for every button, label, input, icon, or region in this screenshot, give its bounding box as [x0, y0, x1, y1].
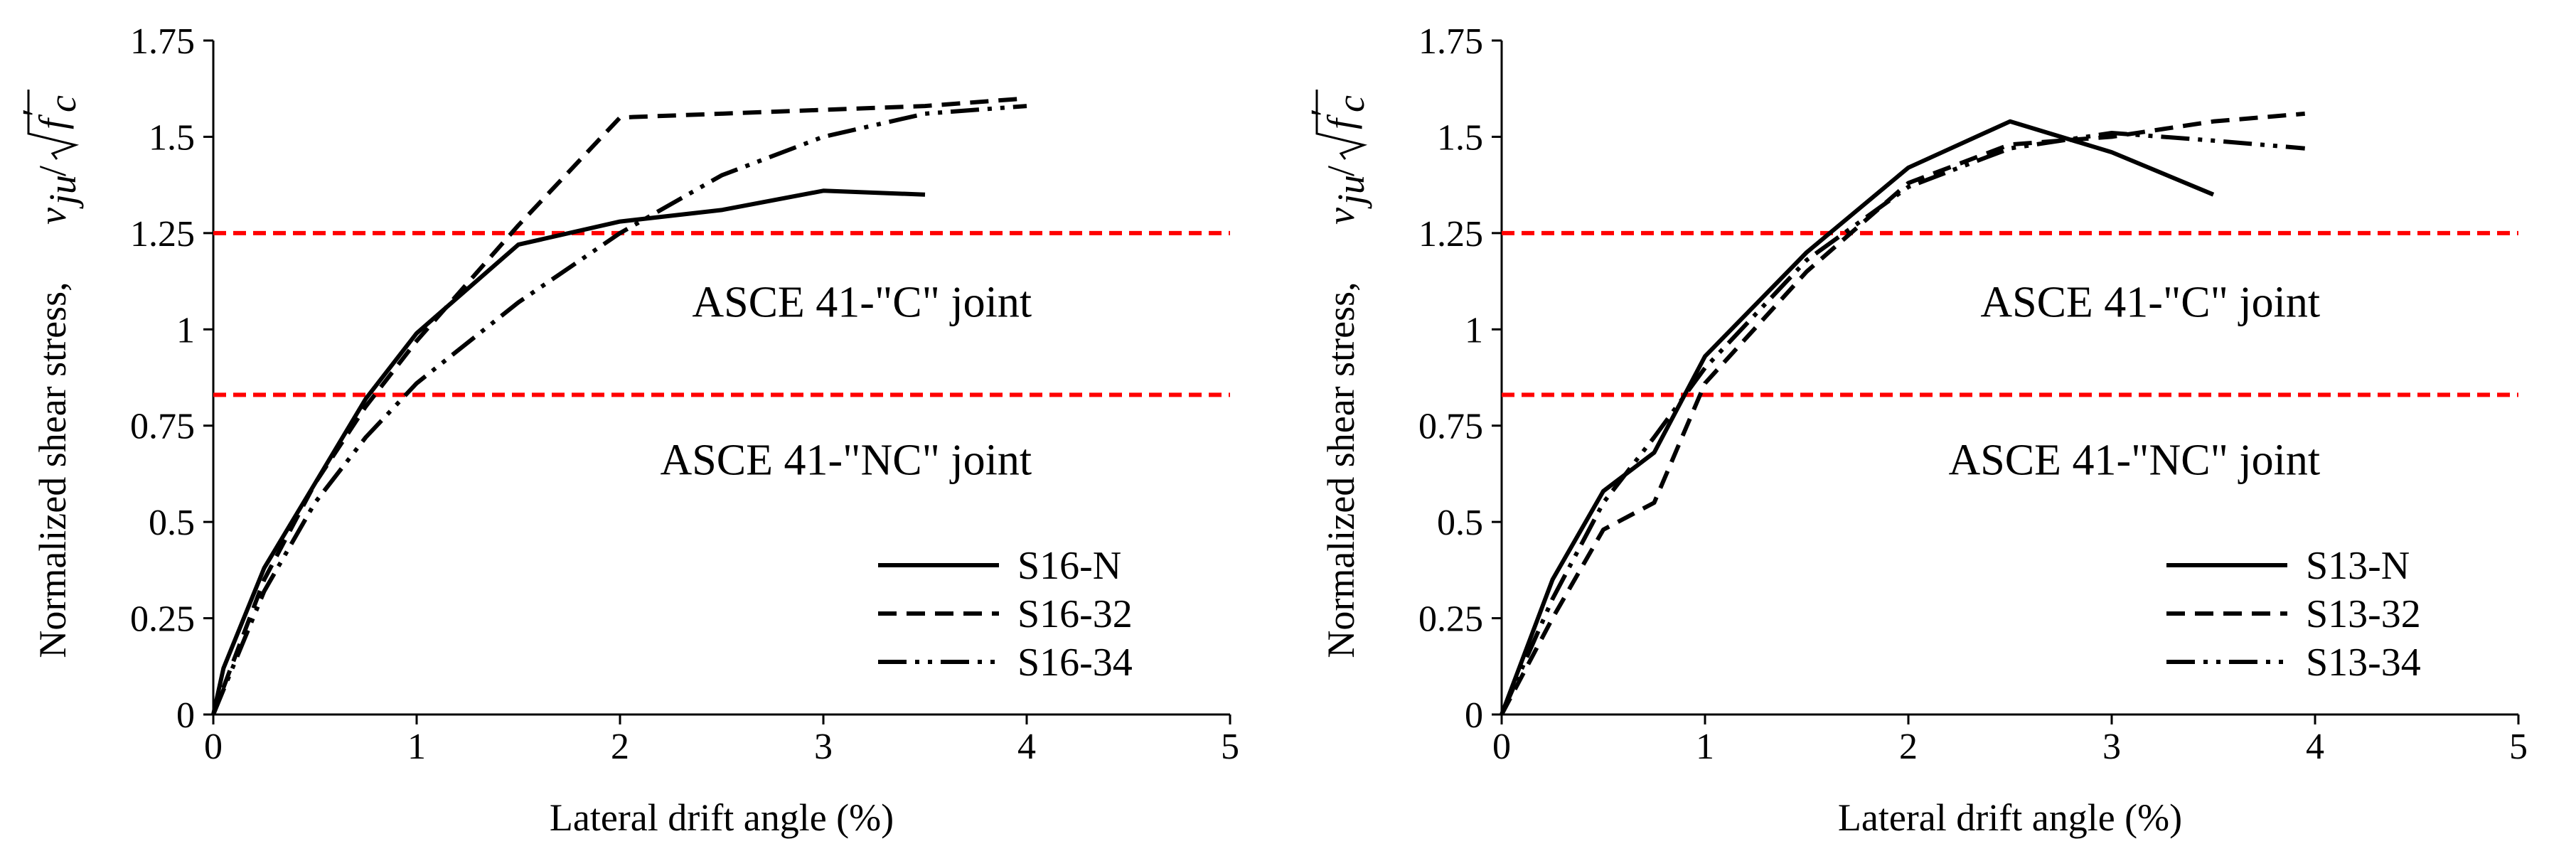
y-axis-math: vju/f′c — [14, 90, 84, 225]
chart-right: 0 0.25 0.5 0.75 1 1.25 1.5 1.75 0 1 2 3 4 5 Lateral dr… — [1288, 0, 2576, 851]
legend-label: S13-32 — [2306, 592, 2421, 636]
legend-label: S13-34 — [2306, 641, 2421, 685]
chart-right-svg: 0 0.25 0.5 0.75 1 1.25 1.5 1.75 0 1 2 3 4 5 Lateral dr… — [1303, 21, 2528, 839]
y-axis-math-prime: ′ — [1303, 108, 1345, 117]
series-line-s13-n — [1500, 119, 2215, 716]
x-tick-label: 2 — [611, 727, 629, 767]
y-axis-math-sub: ju — [41, 175, 84, 209]
annotation-label: ASCE 41-"NC" joint — [661, 436, 1032, 484]
x-tick-label: 0 — [204, 727, 223, 767]
x-tick-label: 0 — [1492, 727, 1511, 767]
y-axis-math-c: c — [1330, 95, 1372, 112]
annotation-label: ASCE 41-"C" joint — [692, 278, 1032, 326]
x-tick-label: 3 — [814, 727, 833, 767]
x-tick-label: 1 — [407, 727, 426, 767]
y-tick-label: 0 — [1465, 695, 1483, 736]
series-line-s16-34 — [211, 104, 1027, 716]
series-line-s13-32 — [1500, 111, 2305, 716]
x-axis-title: Lateral drift angle (%) — [550, 796, 894, 839]
y-tick-label: 0.5 — [1437, 503, 1483, 543]
x-tick-label: 4 — [1017, 727, 1036, 767]
legend-label: S16-N — [1017, 544, 1121, 588]
y-tick-label: 1.25 — [130, 214, 195, 255]
y-axis-math-sqrt — [27, 90, 80, 160]
y-tick-label: 0 — [176, 695, 195, 736]
series-line-s16-n — [211, 188, 926, 715]
y-axis-math-sub: ju — [1330, 175, 1372, 209]
legend-label: S16-34 — [1017, 641, 1133, 685]
x-tick-label: 1 — [1696, 727, 1714, 767]
y-axis-title: Normalized shear stress, vju/f′c — [1303, 90, 1372, 658]
series-line-s16-32 — [211, 96, 1027, 716]
annotation-label: ASCE 41-"C" joint — [1980, 278, 2320, 326]
y-axis-math: vju/f′c — [1303, 90, 1372, 225]
x-tick-label: 5 — [1221, 727, 1239, 767]
series-line-s13-34 — [1500, 131, 2305, 716]
y-axis-math-v: v — [31, 208, 74, 225]
legend-label: S13-N — [2306, 544, 2410, 588]
legend-label: S16-32 — [1017, 592, 1133, 636]
chart-left-svg: 0 0.25 0.5 0.75 1 1.25 1.5 1.75 0 1 2 3 4 5 Lateral dr… — [14, 21, 1239, 839]
y-axis-title-text: Normalized shear stress, — [31, 282, 74, 658]
y-tick-label: 1.75 — [1418, 21, 1483, 62]
y-axis-math-c: c — [41, 95, 84, 112]
x-axis-title: Lateral drift angle (%) — [1838, 796, 2182, 839]
y-tick-label: 1.5 — [1437, 117, 1483, 158]
y-tick-label: 0.25 — [1418, 599, 1483, 640]
y-axis-math-slash: / — [1320, 166, 1362, 176]
x-tick-label: 3 — [2102, 727, 2121, 767]
y-tick-label: 1 — [1465, 310, 1483, 350]
y-axis-math-v: v — [1320, 208, 1362, 225]
y-axis-title-text: Normalized shear stress, — [1320, 282, 1362, 658]
y-tick-label: 0.75 — [1418, 407, 1483, 447]
y-tick-label: 1.25 — [1418, 214, 1483, 255]
y-tick-label: 0.75 — [130, 407, 195, 447]
y-tick-label: 1 — [176, 310, 195, 350]
y-axis-math-sqrt — [1315, 90, 1368, 160]
y-axis-title: Normalized shear stress, vju/f′c — [14, 90, 84, 658]
x-tick-label: 2 — [1899, 727, 1918, 767]
annotation-label: ASCE 41-"NC" joint — [1949, 436, 2321, 484]
y-tick-label: 1.75 — [130, 21, 195, 62]
y-tick-label: 1.5 — [149, 117, 195, 158]
x-tick-label: 4 — [2306, 727, 2324, 767]
y-axis-math-prime: ′ — [14, 108, 57, 117]
y-axis-math-slash: / — [31, 166, 74, 176]
chart-left: 0 0.25 0.5 0.75 1 1.25 1.5 1.75 0 1 2 3 4 5 Lateral dr… — [14, 21, 1239, 839]
y-tick-label: 0.25 — [130, 599, 195, 640]
y-tick-label: 0.5 — [149, 503, 195, 543]
x-tick-label: 5 — [2509, 727, 2528, 767]
